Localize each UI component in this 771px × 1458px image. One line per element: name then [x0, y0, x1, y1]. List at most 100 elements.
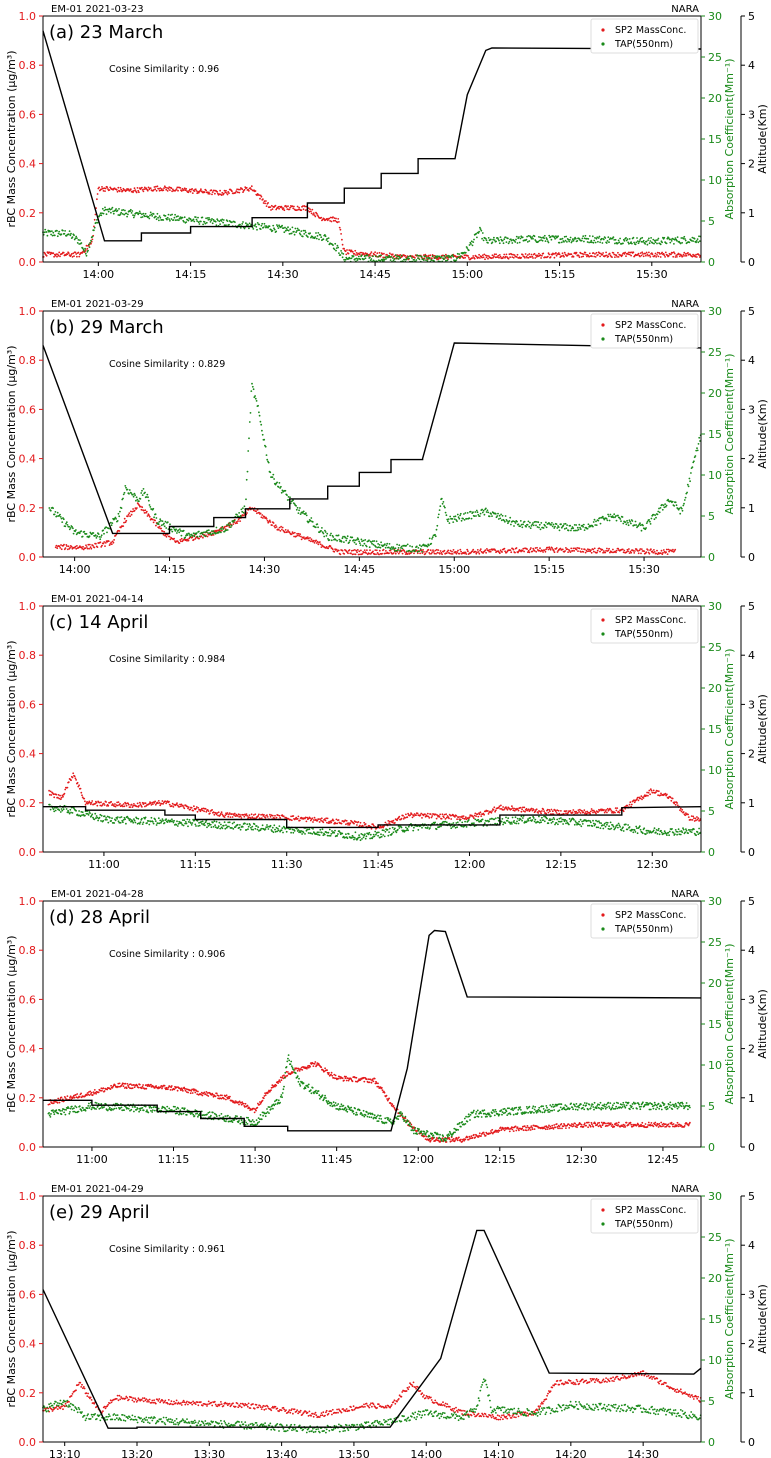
sp2-point [186, 539, 188, 542]
x-tick-label: 14:45 [343, 563, 375, 576]
tap-point [679, 242, 682, 245]
sp2-point [363, 821, 366, 824]
tap-point [255, 226, 258, 228]
sp2-point [303, 536, 305, 539]
tap-point [622, 522, 625, 525]
sp2-point [423, 551, 425, 553]
tap-point [456, 520, 458, 522]
left-tick-label: 0.4 [19, 158, 37, 171]
sp2-point [597, 811, 600, 813]
sp2-point [223, 189, 226, 192]
tap-point [378, 544, 381, 546]
sp2-point [222, 192, 225, 195]
sp2-point [107, 804, 110, 807]
sp2-point [239, 188, 241, 191]
tap-point [304, 231, 307, 234]
sp2-point [183, 807, 186, 810]
tap-point [284, 226, 286, 229]
sp2-point [137, 189, 140, 192]
tap-point [52, 231, 55, 234]
sp2-point [566, 254, 569, 257]
sp2-point [665, 548, 668, 551]
panel-header: EM-01 2021-04-14 [51, 594, 144, 605]
tap-point [103, 209, 106, 212]
tap-point [361, 838, 363, 840]
sp2-point [209, 812, 211, 815]
tap-point [464, 512, 467, 514]
sp2-point [80, 546, 83, 549]
tap-point [125, 822, 127, 825]
tap-point [426, 545, 429, 548]
tap-point [397, 255, 399, 258]
sp2-point [669, 796, 672, 799]
tap-point [372, 255, 374, 258]
tap-point [228, 223, 230, 226]
tap-point [582, 525, 584, 528]
sp2-point [615, 254, 618, 257]
tap-point [521, 236, 524, 239]
tap-point [681, 241, 683, 244]
sp2-point [284, 531, 286, 534]
tap-point [463, 519, 466, 521]
tap-point [162, 219, 165, 221]
sp2-point [185, 188, 188, 190]
sp2-point [309, 817, 311, 820]
sp2-point [159, 187, 162, 190]
tap-point [538, 526, 540, 529]
sp2-point [145, 187, 148, 190]
tap-point [644, 243, 647, 245]
sp2-point [293, 531, 296, 534]
tap-point [438, 509, 441, 511]
x-tick-label: 14:15 [154, 563, 186, 576]
sp2-point [590, 551, 593, 554]
tap-point [607, 513, 609, 516]
sp2-point [495, 253, 497, 256]
tap-point [210, 826, 213, 829]
tap-point [684, 238, 686, 240]
sp2-point [605, 254, 608, 257]
tap-point [383, 835, 386, 838]
tap-point [267, 461, 270, 464]
sp2-point [599, 255, 601, 258]
tap-point [538, 239, 541, 242]
sp2-point [512, 256, 515, 259]
sp2-point [200, 535, 203, 538]
sp2-point [295, 535, 298, 537]
tap-point [166, 521, 169, 523]
tap-point [409, 255, 412, 258]
cosine-similarity: Cosine Similarity : 0.829 [109, 359, 225, 370]
sp2-point [330, 220, 333, 223]
sp2-point [616, 807, 619, 809]
sp2-point [103, 187, 106, 190]
sp2-point [183, 187, 186, 190]
sp2-point [535, 808, 538, 811]
tap-point [56, 511, 59, 514]
tap-point [642, 239, 645, 242]
sp2-point [650, 548, 652, 551]
x-tick-label: 14:45 [359, 268, 391, 281]
tap-point [107, 527, 110, 530]
sp2-point [510, 551, 513, 554]
tap-point [683, 502, 685, 505]
sp2-point [96, 546, 99, 548]
sp2-point [102, 190, 105, 192]
sp2-point [213, 189, 216, 192]
tap-point [146, 822, 149, 824]
sp2-point [357, 553, 360, 556]
tap-point [566, 524, 568, 526]
sp2-point [271, 208, 274, 211]
tap-point [189, 535, 192, 538]
sp2-point [161, 530, 164, 532]
sp2-point [349, 822, 352, 825]
sp2-point [214, 192, 216, 195]
sp2-point [281, 528, 283, 531]
tap-point [358, 836, 361, 839]
sp2-point [485, 551, 487, 554]
sp2-point [381, 253, 384, 256]
sp2-point [171, 805, 173, 807]
tap-point [214, 824, 217, 827]
tap-point [139, 498, 142, 500]
tap-point [195, 218, 198, 221]
tap-point [678, 507, 681, 510]
sp2-point [179, 187, 182, 189]
